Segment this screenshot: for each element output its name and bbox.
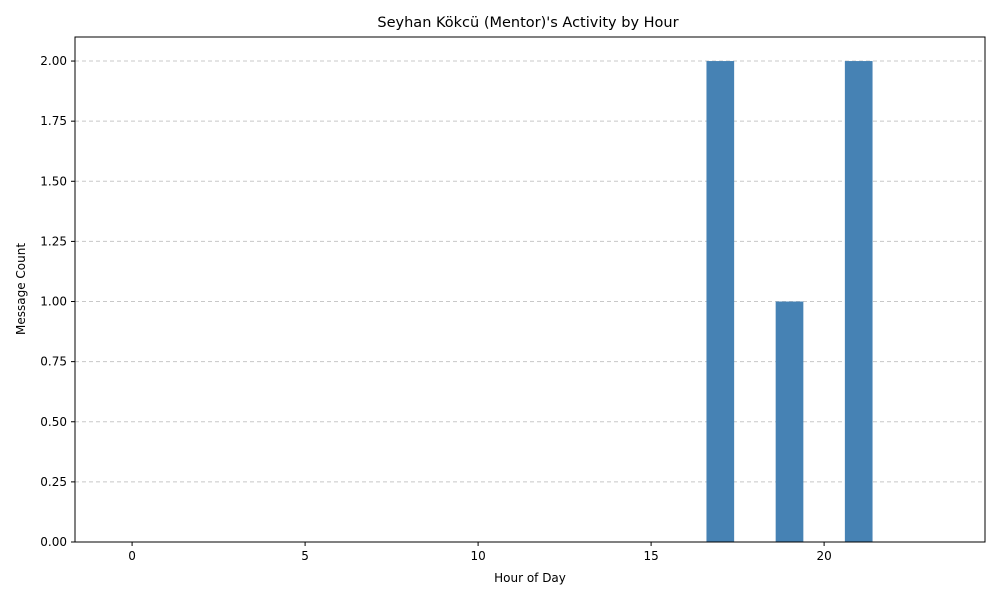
y-tick-label: 1.00 — [40, 295, 67, 309]
chart-title: Seyhan Kökcü (Mentor)'s Activity by Hour — [377, 15, 678, 31]
bar-hour-19 — [775, 301, 804, 542]
y-tick-label: 0.50 — [40, 415, 67, 429]
x-axis-title: Hour of Day — [494, 571, 566, 585]
y-axis: 0.00 0.25 0.50 0.75 1.00 1.25 1.50 1.75 2.00 — [40, 54, 75, 549]
y-tick-label: 0.25 — [40, 475, 67, 489]
x-tick-label: 10 — [470, 549, 485, 563]
x-tick-label: 20 — [816, 549, 831, 563]
y-tick-label: 2.00 — [40, 54, 67, 68]
bars — [706, 61, 873, 543]
x-axis: 0 5 10 15 20 — [128, 542, 832, 563]
plot-frame — [74, 36, 986, 543]
y-tick-label: 1.75 — [40, 114, 67, 128]
bar-hour-17 — [706, 61, 735, 543]
x-tick-label: 5 — [301, 549, 309, 563]
y-axis-title: Message Count — [14, 243, 28, 335]
y-tick-label: 0.75 — [40, 355, 67, 369]
x-tick-label: 0 — [128, 549, 136, 563]
y-tick-label: 1.50 — [40, 174, 67, 188]
y-tick-label: 1.25 — [40, 234, 67, 248]
y-tick-label: 0.00 — [40, 535, 67, 549]
bar-hour-21 — [844, 61, 873, 543]
grid — [75, 60, 985, 483]
x-tick-label: 15 — [643, 549, 658, 563]
